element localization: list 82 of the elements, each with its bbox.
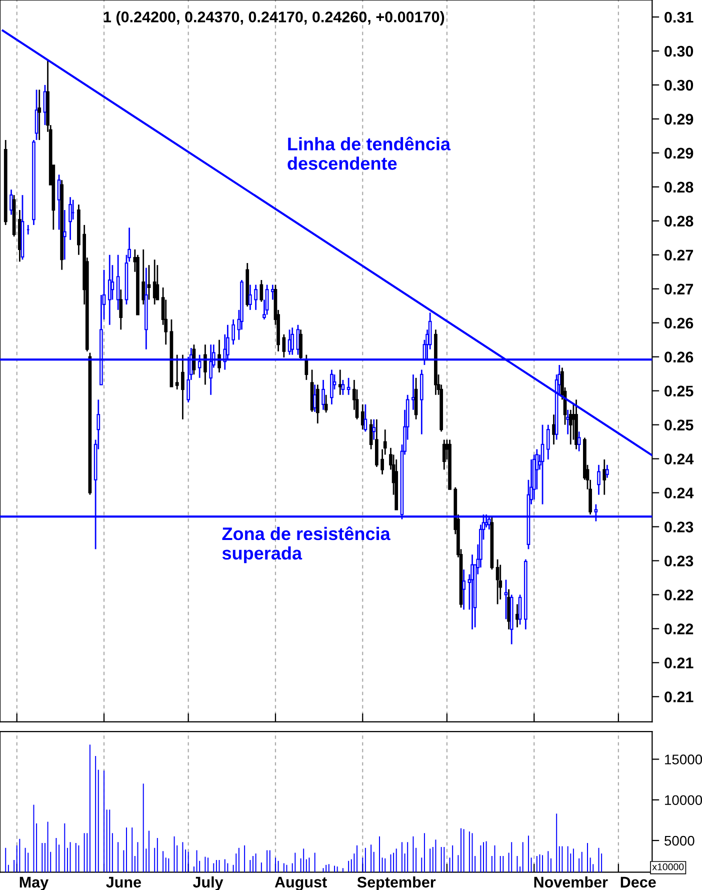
candlestick xyxy=(62,209,66,260)
candlestick xyxy=(116,254,120,311)
y-tick-label: 0.29 xyxy=(664,114,694,125)
candlestick xyxy=(254,284,258,311)
candlestick xyxy=(119,288,123,330)
candlestick xyxy=(10,188,13,216)
candlestick xyxy=(496,558,500,605)
candlestick xyxy=(265,284,269,316)
candlestick xyxy=(181,354,184,420)
candlestick xyxy=(546,424,550,460)
y-tick-label: 0.25 xyxy=(664,420,694,430)
y-tick-label: 0.22 xyxy=(664,590,694,600)
y-tick-label: 10000 xyxy=(665,795,702,806)
y-tick-label: 5000 xyxy=(664,836,694,846)
y-tick-label: 0.27 xyxy=(664,250,694,261)
y-tick-label: 0.27 xyxy=(664,284,694,295)
y-tick-label: 0.28 xyxy=(664,216,694,227)
candlestick xyxy=(606,464,609,478)
y-tick-label: 0.29 xyxy=(664,148,694,159)
y-tick-label: 0.21 xyxy=(664,658,694,668)
text: 1 (0.24200, 0.24370, 0.24170, 0.24260, +0.00170) xyxy=(104,11,444,26)
y-tick-label: 0.23 xyxy=(664,556,694,566)
candlestick xyxy=(346,377,350,396)
candlestick xyxy=(577,430,581,452)
candlestick xyxy=(566,409,570,435)
candlestick xyxy=(602,458,606,496)
text: x10000 xyxy=(652,863,684,870)
candlestick xyxy=(322,379,325,411)
candlestick xyxy=(470,554,474,630)
candlestick xyxy=(232,318,235,346)
candlestick xyxy=(68,196,72,241)
candlestick xyxy=(313,384,317,413)
candlestick xyxy=(412,374,415,411)
candlestick xyxy=(364,404,368,432)
y-tick-label: 0.25 xyxy=(664,386,694,396)
candlestick xyxy=(316,384,320,424)
x-tick-label: Dece xyxy=(620,876,656,888)
candlestick xyxy=(568,409,572,446)
candlestick xyxy=(108,254,112,326)
y-tick-label: 0.21 xyxy=(664,692,694,702)
candlestick xyxy=(204,344,207,386)
y-tick-label: 0.26 xyxy=(664,352,694,363)
candlestick xyxy=(147,264,151,300)
candlestick xyxy=(341,379,345,396)
candlestick xyxy=(442,439,446,470)
candlestick xyxy=(248,284,252,311)
candlestick xyxy=(597,464,600,496)
candlestick xyxy=(34,89,38,141)
candlestick xyxy=(142,248,146,306)
y-tick-label: 0.23 xyxy=(664,522,694,532)
candlestick xyxy=(218,339,221,374)
candlestick xyxy=(299,328,302,360)
annotation: Zona de resistência superada xyxy=(222,526,390,564)
candlestick xyxy=(330,369,334,406)
candlestick xyxy=(507,588,510,630)
candlestick xyxy=(540,424,544,505)
candlestick xyxy=(324,394,328,414)
y-tick-label: 0.31 xyxy=(664,12,694,23)
y-tick-label: 0.30 xyxy=(664,80,694,91)
candlestick xyxy=(360,404,364,430)
candlestick xyxy=(372,418,376,440)
y-tick-label: 0.22 xyxy=(664,624,694,634)
candlestick xyxy=(462,568,466,610)
y-tick-label: 0.26 xyxy=(664,318,694,329)
candlestick xyxy=(504,579,508,620)
x-tick-label: June xyxy=(106,876,141,888)
x-tick-label: November xyxy=(534,876,608,888)
y-tick-label: 0.30 xyxy=(664,46,694,57)
candlestick xyxy=(270,284,274,300)
candlestick xyxy=(304,354,308,381)
y-tick-label: 0.24 xyxy=(664,488,694,498)
candlestick xyxy=(338,369,342,396)
candlestick xyxy=(552,414,556,446)
y-tick-label: 15000 xyxy=(665,754,702,764)
candlestick xyxy=(260,279,264,302)
candlestick xyxy=(38,89,42,141)
candlestick xyxy=(175,354,179,390)
candlestick xyxy=(282,334,286,358)
candlestick xyxy=(290,326,294,356)
annotation: Linha de tendência descendente xyxy=(288,136,451,170)
y-tick-label: 0.28 xyxy=(664,182,694,193)
y-tick-label: 0.24 xyxy=(664,454,694,464)
